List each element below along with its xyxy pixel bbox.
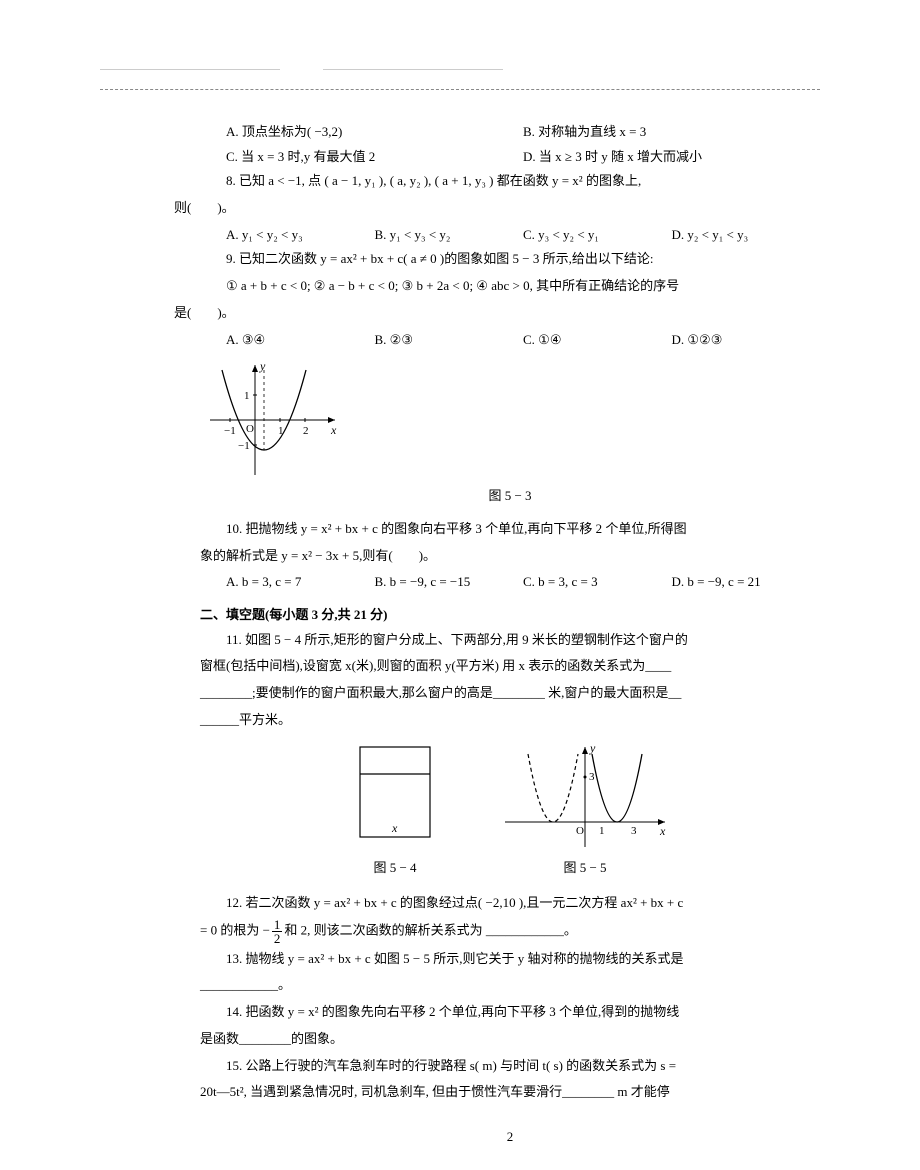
header-blank-1: [100, 20, 280, 70]
q10-options: A. b = 3, c = 7 B. b = −9, c = −15 C. b …: [226, 570, 820, 595]
q15-line2: 20t—5t², 当遇到紧急情况时, 司机急刹车, 但由于惯性汽车要滑行____…: [200, 1080, 820, 1105]
svg-text:1: 1: [244, 390, 250, 402]
figure-5-3: x y O −1 1 2 1 −1 图 5 − 3: [200, 360, 820, 509]
q15-line1: 15. 公路上行驶的汽车急刹车时的行驶路程 s( m) 与时间 t( s) 的函…: [200, 1054, 820, 1079]
svg-text:3: 3: [631, 825, 637, 837]
q13-line1: 13. 抛物线 y = ax² + bx + c 如图 5 − 5 所示,则它关…: [200, 947, 820, 972]
q10-stem-b: 象的解析式是 y = x² − 3x + 5,则有( )。: [200, 544, 820, 569]
figures-5-4-5-5: x 图 5 − 4 x y O 3 1 3: [200, 742, 820, 881]
q11-line4: ______平方米。: [200, 708, 820, 733]
q9-stem-c: 是( )。: [200, 301, 820, 326]
q8-stem-a: 8. 已知 a < −1, 点 ( a − 1, y₁ ), ( a, y₂ )…: [200, 169, 820, 194]
q9-opt-c: C. ①④: [523, 328, 672, 353]
q9-stem-a: 9. 已知二次函数 y = ax² + bx + c( a ≠ 0 )的图象如图…: [200, 247, 820, 272]
fig-5-4-svg: x: [350, 742, 440, 852]
q9-opt-b: B. ②③: [375, 328, 524, 353]
q9-opt-a: A. ③④: [226, 328, 375, 353]
q10-opt-d: D. b = −9, c = 21: [672, 570, 821, 595]
q8-opt-d: D. y₂ < y₁ < y₃: [672, 223, 821, 248]
fig-5-3-caption: 图 5 − 3: [200, 484, 820, 509]
q10-opt-c: C. b = 3, c = 3: [523, 570, 672, 595]
q11-line1: 11. 如图 5 − 4 所示,矩形的窗户分成上、下两部分,用 9 米长的塑钢制…: [200, 628, 820, 653]
q7-opt-b: B. 对称轴为直线 x = 3: [523, 120, 820, 145]
q12-frac-den: 2: [272, 932, 283, 945]
svg-text:y: y: [589, 742, 596, 755]
svg-text:x: x: [391, 821, 398, 835]
svg-text:2: 2: [303, 425, 309, 437]
page-number: 2: [200, 1125, 820, 1150]
q9-opt-d: D. ①②③: [672, 328, 821, 353]
q7-opt-a: A. 顶点坐标为( −3,2): [226, 120, 523, 145]
figure-5-5: x y O 3 1 3 图 5 − 5: [500, 742, 670, 881]
q7-options: A. 顶点坐标为( −3,2) B. 对称轴为直线 x = 3 C. 当 x =…: [226, 120, 820, 169]
q8-stem-b: 则( )。: [200, 196, 820, 221]
figure-5-4: x 图 5 − 4: [350, 742, 440, 881]
q8-opt-c: C. y₃ < y₂ < y₁: [523, 223, 672, 248]
fig-5-5-caption: 图 5 − 5: [500, 856, 670, 881]
svg-text:x: x: [659, 824, 666, 838]
q12-line1: 12. 若二次函数 y = ax² + bx + c 的图象经过点( −2,10…: [200, 891, 820, 916]
q10-opt-b: B. b = −9, c = −15: [375, 570, 524, 595]
q8-opt-a: A. y₁ < y₂ < y₃: [226, 223, 375, 248]
q11-line3: ________;要使制作的窗户面积最大,那么窗户的高是________ 米,窗…: [200, 681, 820, 706]
header-area: [100, 20, 820, 90]
svg-text:1: 1: [599, 825, 605, 837]
q14-line2: 是函数________的图象。: [200, 1027, 820, 1052]
q10-opt-a: A. b = 3, c = 7: [226, 570, 375, 595]
q12-frac-num: 1: [272, 918, 283, 932]
q10-stem-a: 10. 把抛物线 y = x² + bx + c 的图象向右平移 3 个单位,再…: [200, 517, 820, 542]
svg-text:O: O: [576, 825, 584, 837]
q12-line2: = 0 的根为 −12和 2, 则该二次函数的解析关系式为 __________…: [200, 918, 820, 945]
q13-line2: ____________。: [200, 973, 820, 998]
svg-text:3: 3: [589, 771, 595, 783]
q7-opt-d: D. 当 x ≥ 3 时 y 随 x 增大而减小: [523, 145, 820, 170]
svg-text:O: O: [246, 423, 254, 435]
q12-line2b: 和 2, 则该二次函数的解析关系式为 ____________。: [284, 922, 577, 937]
header-blank-2: [323, 20, 503, 70]
q9-options: A. ③④ B. ②③ C. ①④ D. ①②③: [226, 328, 820, 353]
fig-5-3-svg: x y O −1 1 2 1 −1: [200, 360, 340, 480]
q7-opt-c: C. 当 x = 3 时,y 有最大值 2: [226, 145, 523, 170]
section-2-title: 二、填空题(每小题 3 分,共 21 分): [200, 603, 820, 628]
fig-5-5-svg: x y O 3 1 3: [500, 742, 670, 852]
svg-text:y: y: [259, 360, 266, 373]
q12-fraction: 12: [272, 918, 283, 945]
svg-text:x: x: [330, 423, 337, 437]
q8-opt-b: B. y₁ < y₃ < y₂: [375, 223, 524, 248]
svg-text:−1: −1: [238, 440, 250, 452]
fig-5-4-caption: 图 5 − 4: [350, 856, 440, 881]
svg-text:−1: −1: [224, 425, 236, 437]
q11-line2: 窗框(包括中间档),设窗宽 x(米),则窗的面积 y(平方米) 用 x 表示的函…: [200, 654, 820, 679]
q8-options: A. y₁ < y₂ < y₃ B. y₁ < y₃ < y₂ C. y₃ < …: [226, 223, 820, 248]
q9-stem-b: ① a + b + c < 0; ② a − b + c < 0; ③ b + …: [200, 274, 820, 299]
q12-line2a: = 0 的根为 −: [200, 922, 270, 937]
page-content: A. 顶点坐标为( −3,2) B. 对称轴为直线 x = 3 C. 当 x =…: [200, 120, 820, 1150]
q14-line1: 14. 把函数 y = x² 的图象先向右平移 2 个单位,再向下平移 3 个单…: [200, 1000, 820, 1025]
